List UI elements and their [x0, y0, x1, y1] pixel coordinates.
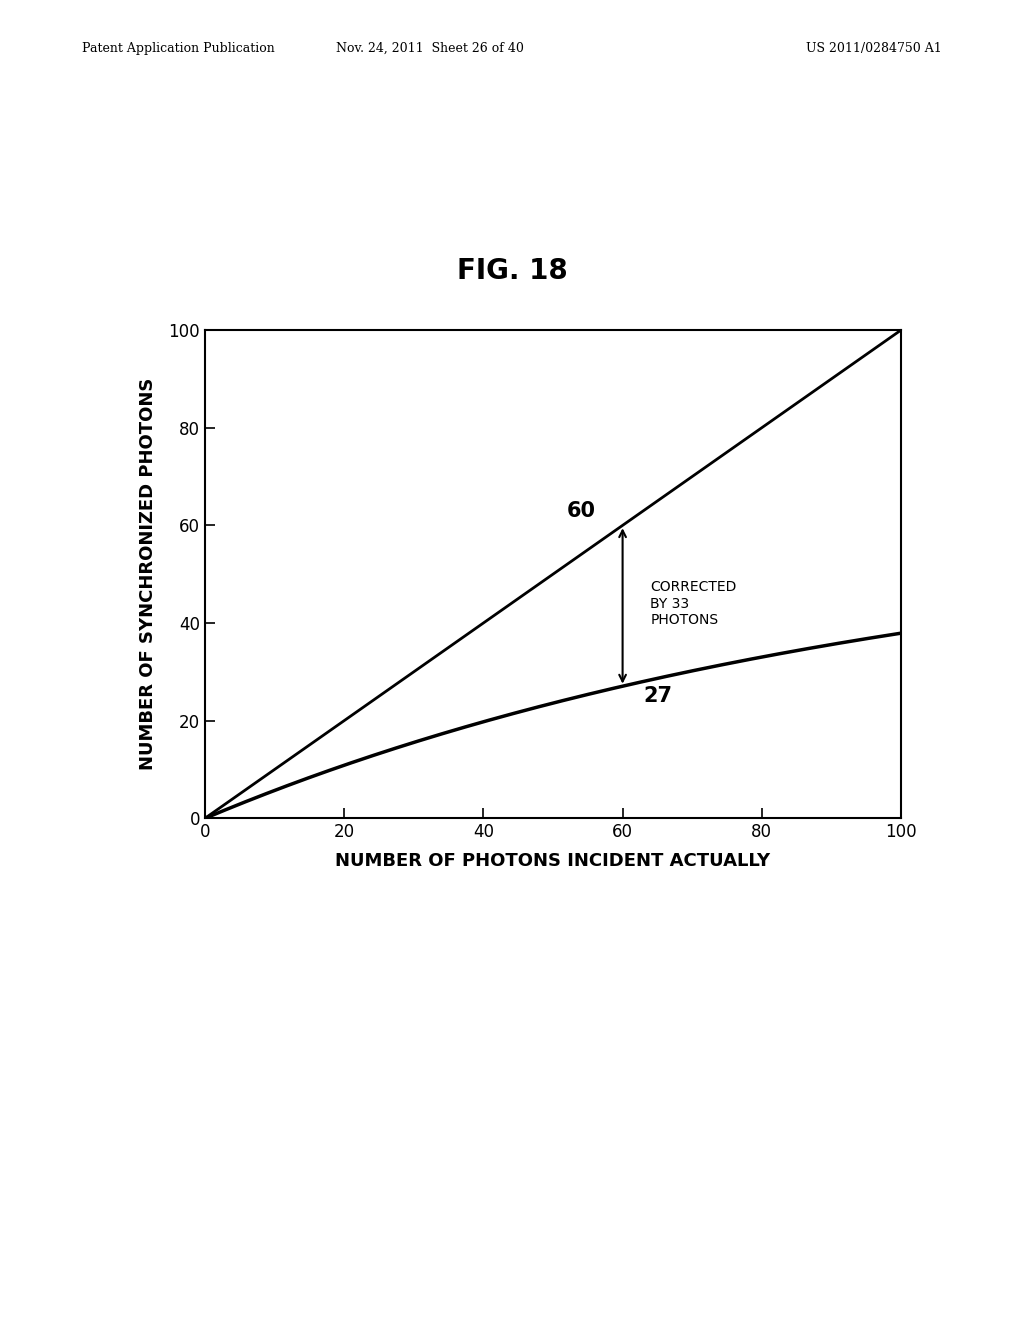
Text: CORRECTED
BY 33
PHOTONS: CORRECTED BY 33 PHOTONS: [650, 581, 737, 627]
Text: FIG. 18: FIG. 18: [457, 256, 567, 285]
Text: US 2011/0284750 A1: US 2011/0284750 A1: [806, 42, 942, 55]
Text: Patent Application Publication: Patent Application Publication: [82, 42, 274, 55]
Text: Nov. 24, 2011  Sheet 26 of 40: Nov. 24, 2011 Sheet 26 of 40: [336, 42, 524, 55]
X-axis label: NUMBER OF PHOTONS INCIDENT ACTUALLY: NUMBER OF PHOTONS INCIDENT ACTUALLY: [336, 853, 770, 870]
Text: 60: 60: [566, 500, 595, 520]
Text: 27: 27: [643, 686, 672, 706]
Y-axis label: NUMBER OF SYNCHRONIZED PHOTONS: NUMBER OF SYNCHRONIZED PHOTONS: [139, 378, 158, 771]
